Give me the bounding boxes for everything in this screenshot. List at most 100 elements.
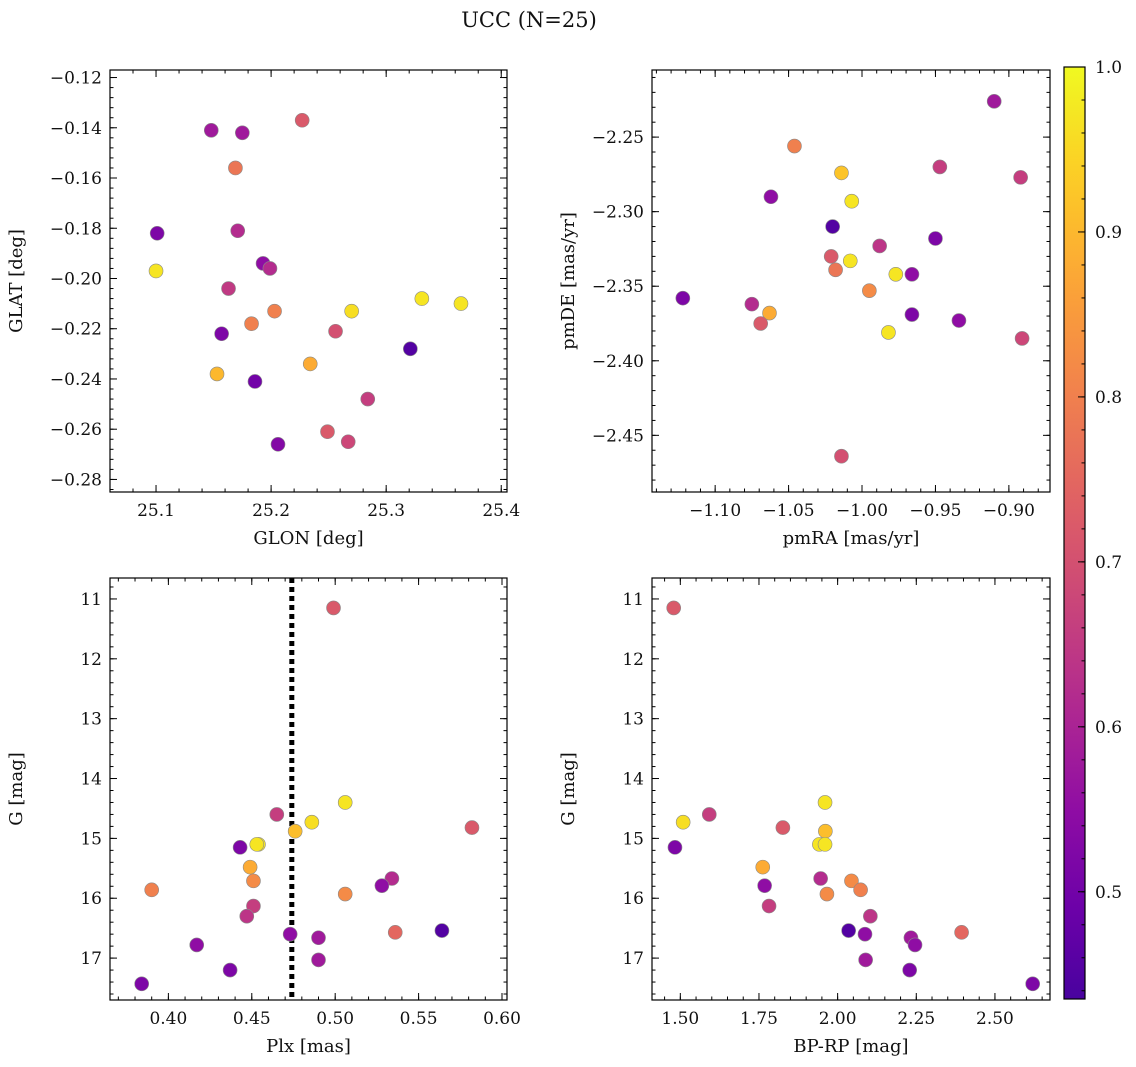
y-tick-label: −0.24 — [50, 370, 102, 390]
colorbar-tick-label: 0.5 — [1095, 883, 1122, 903]
data-point — [904, 266, 920, 282]
y-tick-label: 12 — [622, 650, 644, 670]
subplot-4: 1.50 1.75 2.00 2.25 2.50 11 12 13 14 15 16 17 BP-RP … — [558, 577, 1051, 1057]
scatter-points — [675, 94, 1030, 464]
x-tick-label: 1.75 — [740, 1009, 778, 1029]
x-tick-label: 0.45 — [233, 1009, 271, 1029]
ticks — [652, 578, 1050, 1000]
data-point — [148, 263, 164, 279]
data-point — [667, 840, 683, 855]
data-point — [834, 165, 849, 181]
data-point — [214, 326, 229, 342]
x-tick-label: 0.55 — [400, 1009, 438, 1029]
data-point — [230, 223, 246, 239]
y-axis-label: G [mag] — [6, 752, 27, 825]
data-point — [1025, 976, 1040, 992]
colorbar-tick-label: 0.7 — [1095, 553, 1122, 573]
data-point — [823, 249, 839, 264]
y-tick-label: −0.22 — [50, 320, 102, 340]
data-point — [340, 434, 356, 450]
y-tick-label: 17 — [80, 949, 102, 969]
ticks — [110, 578, 507, 1000]
y-axis-label: pmDE [mas/yr] — [558, 212, 579, 350]
x-tick-label: 2.25 — [897, 1009, 935, 1029]
data-point — [858, 952, 873, 968]
x-tick-label: 0.40 — [149, 1009, 187, 1029]
x-axis-label: pmRA [mas/yr] — [783, 528, 920, 549]
data-point — [144, 882, 160, 898]
data-point — [267, 303, 282, 319]
data-point — [666, 600, 682, 616]
data-point — [269, 807, 285, 822]
x-tick-label: −0.90 — [983, 501, 1035, 521]
data-point — [246, 898, 261, 914]
data-point — [763, 189, 779, 205]
data-point — [701, 807, 717, 822]
x-tick-label: 0.50 — [316, 1009, 354, 1029]
data-point — [134, 976, 149, 992]
data-point — [270, 436, 286, 452]
data-point — [817, 837, 833, 852]
data-point — [755, 859, 771, 875]
y-tick-label: 11 — [80, 590, 102, 610]
colorbar-tick-label: 0.9 — [1095, 223, 1122, 243]
data-point — [384, 871, 400, 886]
x-axis-label: GLON [deg] — [253, 528, 363, 549]
data-point — [360, 391, 376, 407]
y-tick-label: 14 — [80, 770, 102, 790]
data-point — [189, 937, 205, 953]
data-point — [902, 962, 917, 978]
data-point — [282, 926, 298, 942]
data-point — [203, 122, 219, 138]
y-tick-label: 16 — [622, 889, 644, 909]
data-point — [787, 138, 802, 154]
x-tick-label: 2.00 — [819, 1009, 857, 1029]
data-point — [907, 937, 923, 953]
y-tick-label: −0.12 — [50, 69, 102, 89]
data-point — [304, 814, 320, 830]
scatter-points — [666, 600, 1040, 992]
axes-frame — [651, 69, 1051, 493]
scatter-points — [134, 600, 480, 992]
data-point — [753, 316, 768, 331]
data-point — [819, 886, 835, 902]
y-tick-label: −0.18 — [50, 219, 102, 239]
x-tick-label: 25.4 — [482, 501, 520, 521]
data-point — [775, 820, 791, 835]
y-tick-label: 11 — [622, 590, 644, 610]
data-point — [344, 303, 359, 319]
y-tick-label: 12 — [80, 650, 102, 670]
data-point — [813, 871, 828, 886]
x-tick-label: 0.60 — [483, 1009, 521, 1029]
data-point — [235, 125, 250, 141]
data-point — [209, 366, 225, 382]
y-tick-label: −0.20 — [50, 269, 102, 289]
data-point — [857, 926, 873, 942]
data-point — [853, 882, 868, 898]
y-tick-label: −2.30 — [592, 203, 644, 223]
y-tick-label: 17 — [622, 949, 644, 969]
data-point — [311, 952, 326, 968]
data-point — [675, 814, 691, 830]
subplot-3: 0.40 0.45 0.50 0.55 0.60 11 12 13 14 15 16 17 Plx [m… — [6, 577, 521, 1057]
colorbar-tick-label: 0.8 — [1095, 388, 1122, 408]
axes-frame — [109, 69, 508, 493]
figure-title: UCC (N=25) — [461, 8, 597, 32]
data-point — [932, 159, 948, 175]
data-point — [744, 296, 760, 312]
y-axis-label: GLAT [deg] — [6, 229, 27, 333]
data-point — [834, 448, 849, 464]
data-point — [242, 859, 258, 875]
data-point — [403, 341, 418, 357]
colorbar-tick-label: 0.6 — [1095, 718, 1122, 738]
x-tick-label: 25.2 — [252, 501, 290, 521]
ticks — [109, 70, 507, 492]
scatter-points — [148, 112, 469, 452]
data-point — [222, 962, 238, 978]
data-point — [374, 878, 390, 893]
x-axis-label: BP-RP [mag] — [793, 1036, 908, 1057]
x-tick-label: 1.50 — [661, 1009, 699, 1029]
data-point — [249, 837, 265, 852]
y-tick-label: −0.28 — [50, 470, 102, 490]
